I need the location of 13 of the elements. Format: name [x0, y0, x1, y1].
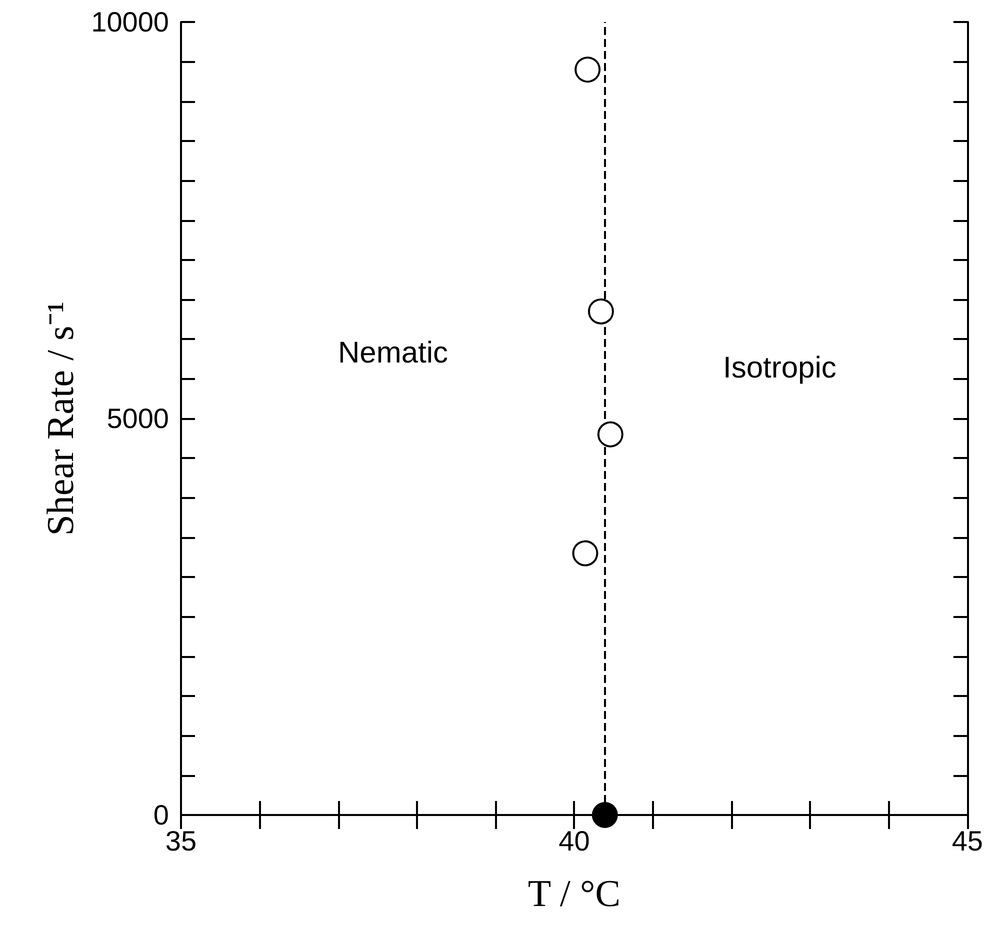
x-tick-label: 45 — [952, 826, 984, 856]
y-tick-label: 10000 — [91, 6, 169, 38]
point — [592, 802, 618, 828]
x-axis-title: T / °C — [528, 873, 621, 915]
x-tick-label: 40 — [558, 826, 590, 856]
point — [588, 298, 614, 324]
annotation: Nematic — [338, 336, 448, 370]
y-axis-title: Shear Rate / s⁻¹ — [40, 301, 82, 536]
annotation: Isotropic — [723, 352, 836, 384]
y-tick-label: 5000 — [106, 403, 169, 434]
point — [572, 540, 598, 566]
point — [597, 421, 624, 448]
point — [574, 56, 601, 83]
